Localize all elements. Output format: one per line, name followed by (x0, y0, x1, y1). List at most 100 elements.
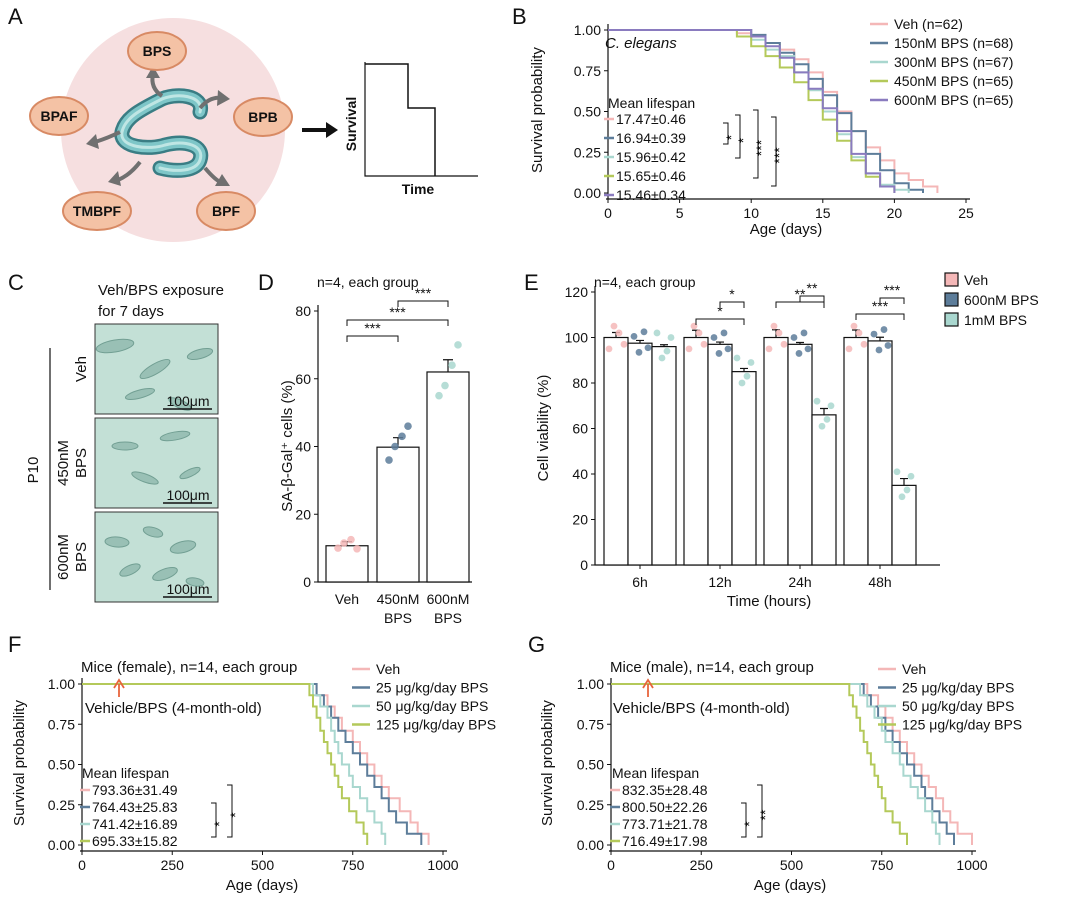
x-tick-label: 250 (161, 857, 185, 873)
sig-e-3-bracket (775, 301, 825, 308)
x-tick-label: 48h (868, 574, 891, 590)
compound-label: BPAF (40, 108, 78, 124)
y-tick-label: 0.00 (574, 185, 601, 201)
data-point (454, 341, 462, 349)
bar (867, 340, 893, 566)
mean-lifespan-value: 832.35±28.48 (622, 782, 708, 798)
sig-b-3-label: *** (753, 139, 769, 156)
data-point (775, 329, 783, 337)
error-bar (716, 341, 724, 345)
treatment-start-label: Vehicle/BPS (4-month-old) (85, 700, 262, 717)
y-tick-label: 0.50 (574, 104, 601, 120)
y-tick-label: 40 (572, 466, 588, 482)
sig-e-1-label: * (717, 303, 723, 319)
data-point (770, 322, 778, 330)
x-axis-label: Age (days) (226, 877, 299, 894)
treatment-arrow-head (113, 678, 125, 689)
data-point (898, 493, 906, 501)
data-point (404, 422, 412, 430)
cell-shape (131, 471, 159, 485)
panel-letter-e: E (524, 270, 539, 295)
treatment-arrow-head (642, 678, 654, 689)
sig-e-6-label: *** (884, 282, 901, 298)
y-tick-label: 1.00 (48, 676, 75, 692)
bar (376, 446, 420, 583)
survival-line-4 (608, 29, 896, 193)
inset-ylabel: Survival (343, 97, 359, 151)
survival-line-3 (82, 683, 369, 845)
cell-shape (169, 540, 197, 554)
sig-d-2-label: *** (415, 285, 432, 301)
compound-label: BPS (143, 43, 172, 59)
legend-label: 150nM BPS (n=68) (894, 35, 1013, 51)
compound-label: BPF (212, 203, 240, 219)
micrograph-1: 100μm 450nM BPS (55, 417, 219, 509)
y-tick-label: 0.00 (577, 837, 604, 853)
data-point (715, 350, 723, 357)
mean-lifespan-value: 695.33±15.82 (92, 833, 178, 849)
cell-shape (111, 441, 139, 451)
micrograph-background (94, 511, 219, 603)
y-tick-label: 60 (572, 421, 588, 437)
sig-b-2-bracket (735, 114, 741, 159)
bar (891, 484, 917, 566)
data-point (818, 422, 826, 430)
x-tick-label: 1000 (427, 857, 458, 873)
sig-e-2-bracket (719, 301, 745, 308)
cohort-note: Mice (male), n=14, each group (610, 659, 814, 676)
y-tick-label: 80 (295, 303, 311, 319)
data-point (448, 361, 456, 370)
panel-c-micrographs: Veh/BPS exposure for 7 days P10 100μm Veh… (25, 282, 224, 603)
error-bar (636, 339, 644, 344)
passage-label: P10 (25, 457, 42, 484)
y-tick-label: 0.25 (574, 144, 601, 160)
bar (325, 545, 369, 583)
legend-swatch (944, 292, 959, 307)
data-point (747, 359, 755, 366)
mean-lifespan-value: 716.49±17.98 (622, 833, 708, 849)
y-tick-label: 80 (572, 375, 588, 391)
sig-f-2-label: * (227, 812, 243, 818)
x-tick-label: 0 (604, 205, 612, 221)
bar (763, 336, 789, 566)
sig-g-2-bracket (757, 784, 763, 838)
sig-b-3-bracket (753, 109, 759, 179)
bar (627, 342, 653, 566)
legend-swatch (944, 312, 959, 327)
data-point (765, 345, 773, 353)
bar (603, 336, 629, 566)
arrow-icon (302, 122, 338, 138)
x-tick-label: 24h (788, 574, 811, 590)
panel-letter-f: F (8, 632, 21, 657)
y-tick-label: 0.25 (48, 797, 75, 813)
mean-lifespan-title: Mean lifespan (82, 765, 169, 781)
survival-line-0 (82, 683, 430, 845)
x-tick-label: 0 (607, 857, 615, 873)
mean-lifespan-value: 15.65±0.46 (616, 168, 686, 184)
cell-shape (159, 430, 191, 442)
row-label-line1: 600nM (55, 534, 72, 580)
data-point (710, 334, 718, 341)
compound-label: TMBPF (73, 203, 122, 219)
mean-lifespan-title: Mean lifespan (612, 765, 699, 781)
y-axis-label: Survival probability (11, 700, 28, 826)
data-point (695, 329, 703, 337)
y-tick-label: 0.75 (48, 716, 75, 732)
sample-size-note: n=4, each group (317, 274, 419, 290)
survival-line-1 (611, 683, 955, 845)
x-axis-label: Age (days) (754, 877, 827, 894)
sig-b-4-bracket (771, 116, 777, 187)
data-point (635, 348, 643, 356)
y-tick-label: 20 (295, 506, 311, 522)
mean-lifespan-value: 17.47±0.46 (616, 111, 686, 127)
data-point (795, 350, 803, 357)
data-point (353, 545, 361, 553)
legend-label: 25 μg/kg/day BPS (902, 680, 1014, 696)
data-point (435, 391, 443, 400)
data-point (385, 456, 393, 464)
sig-f-1-label: * (211, 821, 227, 827)
data-point (340, 539, 348, 547)
data-point (391, 442, 399, 451)
data-point (724, 345, 732, 353)
row-label-line2: BPS (73, 448, 90, 478)
